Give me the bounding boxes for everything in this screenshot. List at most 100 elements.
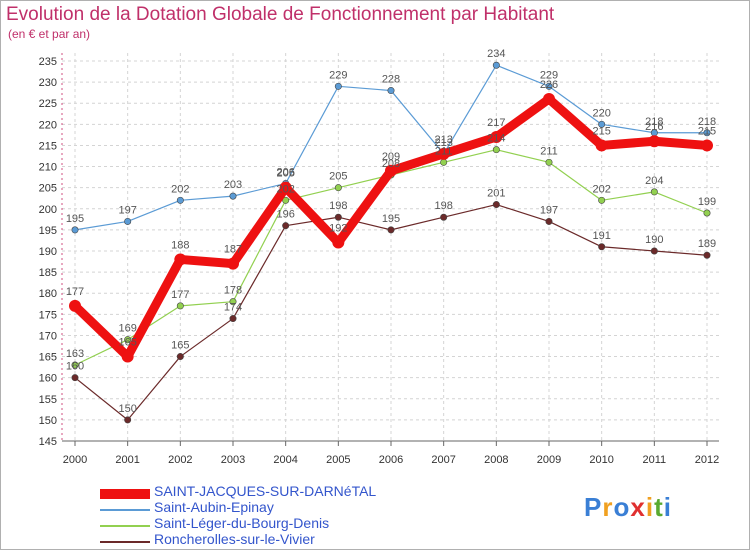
data-point [121,350,134,363]
x-tick-label: 2012 [695,454,719,466]
y-tick-label: 210 [39,162,57,174]
data-point [332,236,345,249]
data-label: 178 [224,285,242,297]
legend-item: Saint-Léger-du-Bourg-Denis [100,515,500,534]
data-label: 174 [224,302,242,314]
data-label: 187 [224,244,242,256]
y-tick-label: 170 [39,330,57,342]
data-point [227,257,239,270]
data-point [229,192,237,200]
data-point [545,82,553,90]
data-label: 190 [645,234,663,246]
y-tick-label: 175 [39,309,57,321]
data-point [650,188,658,196]
data-point [490,131,503,143]
data-point [543,93,555,105]
data-label: 229 [329,69,347,81]
x-tick-label: 2001 [115,454,139,466]
data-point [650,247,658,255]
data-point [437,147,450,160]
data-point [385,164,397,177]
logo-letter: x [630,492,646,522]
data-point [598,120,606,128]
y-tick-label: 230 [39,77,57,89]
y-tick-label: 225 [39,98,57,110]
legend-label: Roncherolles-sur-le-Vivier [154,531,315,547]
data-point [334,213,342,221]
legend-swatch [100,525,150,527]
data-point [176,302,184,310]
data-label: 229 [540,69,558,81]
data-label: 202 [592,183,610,195]
data-label: 220 [592,107,610,119]
data-point [598,243,606,251]
data-point [545,217,553,225]
x-tick-label: 2002 [168,454,192,466]
data-label: 228 [382,74,400,86]
data-label: 165 [118,337,136,349]
data-point [69,299,81,312]
data-label: 163 [66,348,84,360]
data-point [229,315,237,323]
legend-item: SAINT-JACQUES-SUR-DARNéTAL [100,483,500,502]
x-tick-label: 2011 [643,454,667,466]
data-label: 217 [487,117,505,129]
data-point [124,416,132,424]
line-chart: 1451501551601651701751801851901952002052… [39,48,720,466]
y-tick-label: 185 [39,267,57,279]
x-tick-label: 2010 [589,454,613,466]
data-point [174,253,187,266]
data-point [71,361,79,369]
data-label: 202 [276,183,294,195]
data-point [545,158,553,166]
data-label: 189 [698,238,716,250]
data-point [334,82,342,90]
y-tick-label: 200 [39,204,57,216]
x-tick-label: 2000 [63,454,87,466]
data-point [176,196,184,204]
data-label: 203 [224,179,242,191]
data-point [648,135,661,148]
data-point [334,184,342,192]
data-label: 209 [382,151,400,163]
x-tick-label: 2005 [326,454,350,466]
data-label: 202 [171,183,189,195]
data-label: 211 [435,145,453,157]
y-tick-label: 205 [39,183,57,195]
x-tick-label: 2004 [273,454,297,466]
data-label: 192 [329,223,347,235]
data-label: 199 [698,196,716,208]
data-label: 234 [487,48,505,60]
logo-letter: o [613,492,631,522]
data-label: 197 [118,204,136,216]
legend-label: SAINT-JACQUES-SUR-DARNéTAL [154,483,377,499]
legend-swatch [100,489,150,499]
data-label: 208 [382,158,400,170]
data-label: 160 [66,361,84,373]
logo-letter: i [663,492,672,522]
data-label: 195 [66,213,84,225]
data-point [279,181,292,194]
y-tick-label: 160 [39,373,57,385]
y-tick-label: 195 [39,225,57,237]
legend-label: Saint-Léger-du-Bourg-Denis [154,515,330,531]
y-tick-label: 145 [39,436,57,448]
data-label: 191 [592,230,610,242]
data-label: 215 [698,125,716,137]
data-point [71,374,79,382]
y-tick-label: 215 [39,140,57,152]
data-label: 188 [171,239,189,251]
logo-letter: P [584,492,603,522]
y-tick-label: 155 [39,394,57,406]
x-tick-label: 2009 [537,454,561,466]
data-label: 201 [487,188,505,200]
data-point [492,146,500,154]
data-point [598,196,606,204]
logo-letter: t [654,492,664,522]
data-label: 213 [434,137,452,149]
data-point [387,87,395,95]
data-point [124,336,132,344]
data-point [176,353,184,361]
data-label: 206 [276,166,294,178]
data-label: 226 [540,79,558,91]
